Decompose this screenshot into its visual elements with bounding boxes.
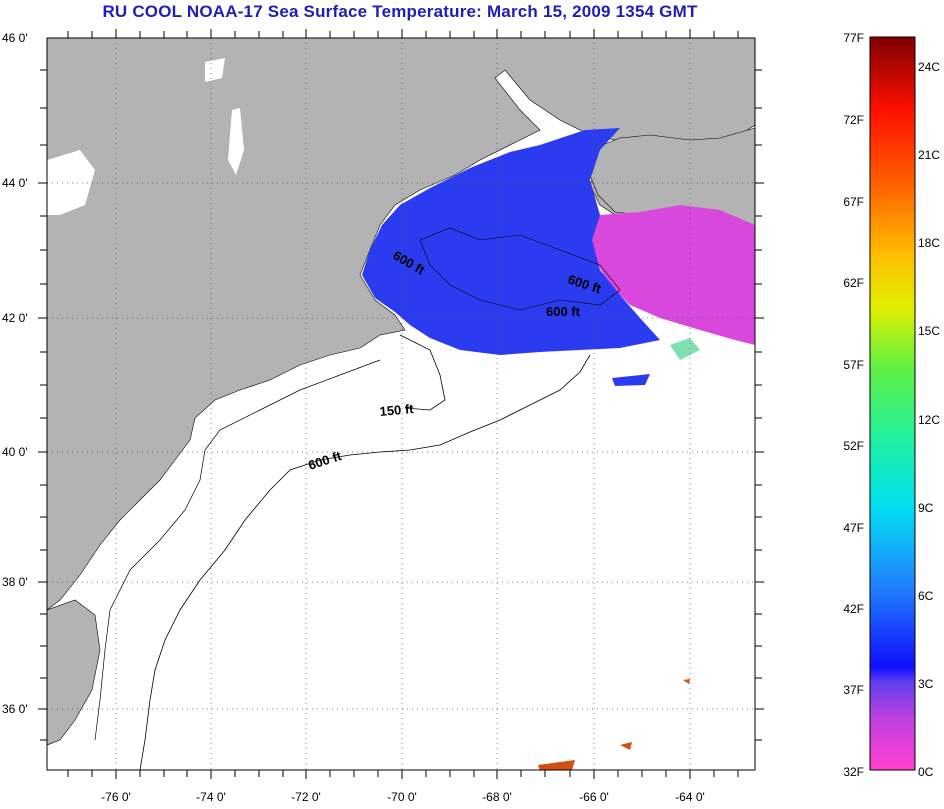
cbar-f-47: 47F [843, 521, 864, 535]
cbar-f-32: 32F [843, 765, 864, 779]
cbar-c-21: 21C [918, 148, 940, 162]
sst-warm-patch [670, 338, 700, 360]
lake-spot [205, 58, 225, 82]
cbar-f-57: 57F [843, 358, 864, 372]
cbar-c-6: 6C [918, 589, 934, 603]
lon-label-72: -72 0' [291, 790, 321, 804]
cbar-f-52: 52F [843, 439, 864, 453]
contour-600ft-shelf [139, 354, 591, 770]
cbar-f-77: 77F [843, 31, 864, 45]
cbar-c-12: 12C [918, 413, 940, 427]
cbar-f-37: 37F [843, 683, 864, 697]
sst-very-cold-region [590, 205, 755, 345]
graticule [47, 38, 755, 770]
cbar-f-62: 62F [843, 276, 864, 290]
contour-label-600ft-bank: 600 ft [546, 304, 581, 319]
lon-label-74: -74 0' [196, 790, 226, 804]
lon-label-66: -66 0' [579, 790, 609, 804]
lat-label-38: 38 0' [2, 575, 28, 589]
cbar-c-0: 0C [918, 765, 934, 779]
contour-label-150ft: 150 ft [379, 401, 415, 419]
sst-gulf-of-maine [362, 128, 660, 355]
lat-label-42: 42 0' [2, 311, 28, 325]
cbar-c-3: 3C [918, 677, 934, 691]
cbar-f-72: 72F [843, 113, 864, 127]
lake-champlain [228, 108, 244, 175]
contour-inner-shelf [94, 359, 381, 741]
lon-label-64: -64 0' [675, 790, 705, 804]
lon-label-70: -70 0' [387, 790, 417, 804]
lat-label-46: 46 0' [2, 31, 28, 45]
colorbar-f-labels: 77F 72F 67F 62F 57F 52F 47F 42F 37F 32F [843, 31, 864, 779]
cbar-c-9: 9C [918, 501, 934, 515]
cbar-c-24: 24C [918, 60, 940, 74]
cbar-c-15: 15C [918, 324, 940, 338]
colorbar-c-labels: 24C 21C 18C 15C 12C 9C 6C 3C 0C [918, 60, 940, 779]
cbar-f-42: 42F [843, 602, 864, 616]
lon-label-76: -76 0' [101, 790, 131, 804]
lake-ontario-edge [47, 150, 95, 215]
color-bar [869, 36, 916, 771]
sst-patch-south [612, 374, 650, 386]
lon-label-68: -68 0' [482, 790, 512, 804]
cbar-c-18: 18C [918, 236, 940, 250]
contour-150ft [399, 334, 446, 411]
lat-label-36: 36 0' [2, 702, 28, 716]
frame-ticks [38, 29, 764, 779]
contour-gom [419, 227, 621, 311]
map-border [46, 37, 756, 771]
cbar-f-67: 67F [843, 195, 864, 209]
lat-label-40: 40 0' [2, 445, 28, 459]
map-title: RU COOL NOAA-17 Sea Surface Temperature:… [102, 2, 698, 21]
lat-label-44: 44 0' [2, 176, 28, 190]
land-delmarva [47, 599, 101, 746]
